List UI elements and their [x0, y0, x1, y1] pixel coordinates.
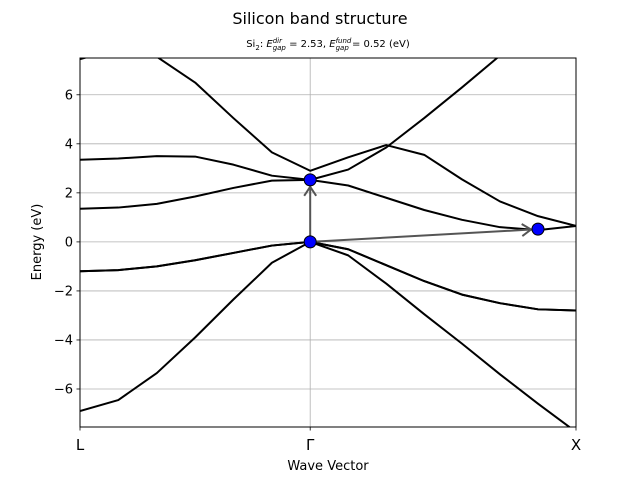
bands — [80, 58, 576, 427]
band-line — [80, 240, 576, 312]
y-tick-label: −6 — [54, 382, 73, 397]
subtitle-part: 0.52 — [364, 39, 386, 50]
band-line — [80, 58, 576, 227]
subtitle-part: (eV) — [386, 39, 410, 50]
y-tick-label: 2 — [65, 186, 73, 201]
point — [303, 235, 317, 249]
x-tick-label: L — [76, 436, 85, 454]
subtitle-part: = — [286, 39, 301, 50]
band-line — [80, 240, 576, 312]
subtitle-part: = — [349, 39, 364, 50]
subtitle-part: gap — [273, 44, 287, 52]
subtitle-part: Si — [246, 39, 255, 50]
x-tick-label: Γ — [306, 436, 315, 454]
arrow-head — [303, 185, 318, 197]
x-axis-label: Wave Vector — [287, 459, 369, 474]
points — [303, 173, 545, 249]
plot-frame — [79, 57, 577, 428]
y-tick-label: −2 — [54, 284, 73, 299]
chart-title: Silicon band structure — [232, 9, 407, 28]
arrow-shaft — [310, 228, 532, 243]
subtitle-part: 2.53 — [301, 39, 323, 50]
y-tick-label: 6 — [65, 88, 73, 103]
point — [303, 173, 317, 187]
y-tick-label: −4 — [54, 333, 73, 348]
point — [531, 222, 545, 236]
band-line — [80, 178, 576, 232]
subtitle-part: E — [329, 39, 336, 50]
subtitle-part: E — [266, 39, 273, 50]
subtitle-part: 2 — [255, 44, 259, 52]
arrow-head — [521, 223, 533, 237]
band-line — [80, 240, 572, 427]
chart-subtitle: Si2: Edir gap = 2.53, Efund gap = 0.52 (eV… — [246, 37, 410, 52]
subtitle-part: dir — [273, 37, 283, 45]
subtitle-part: , — [323, 39, 329, 50]
arrows — [303, 185, 533, 243]
arrow — [303, 185, 318, 242]
subtitle-part: fund — [336, 37, 352, 45]
ticks: −6 −4 −2 0 2 4 6 L Γ X — [54, 88, 581, 454]
subtitle-part: gap — [336, 44, 350, 52]
arrow — [310, 223, 533, 243]
subtitle-part: : — [260, 39, 267, 50]
band-line — [80, 58, 499, 181]
y-axis-label: Energy (eV) — [30, 204, 45, 281]
grid — [79, 58, 577, 427]
y-tick-label: 4 — [65, 137, 73, 152]
x-tick-label: X — [571, 436, 581, 454]
y-tick-label: 0 — [65, 235, 73, 250]
